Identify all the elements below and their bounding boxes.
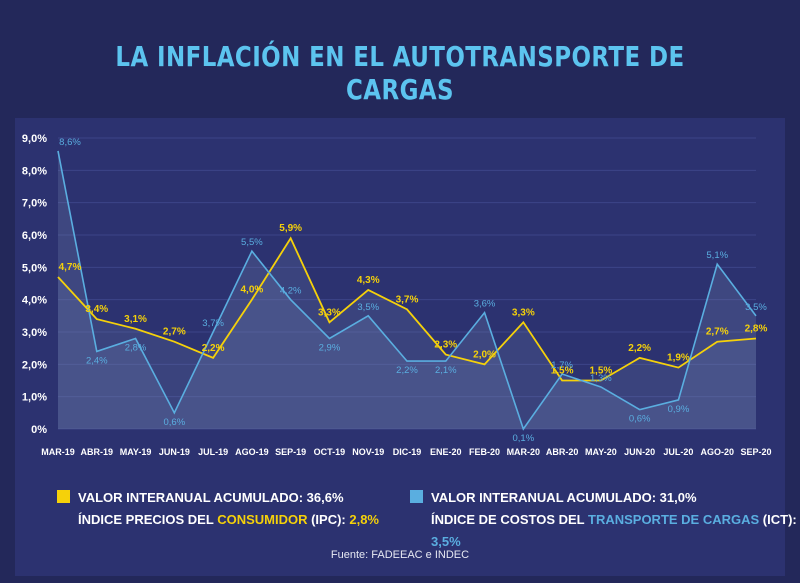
data-label-ict: 2,4%	[86, 355, 108, 366]
gridlines	[58, 137, 756, 430]
x-tick-label: OCT-19	[314, 447, 346, 457]
data-label-ict: 2,1%	[435, 365, 457, 376]
x-tick-label: MAR-20	[507, 447, 541, 457]
x-tick-label: MAY-19	[120, 447, 152, 457]
source-note: Fuente: FADEEAC e INDEC	[330, 549, 470, 561]
y-tick-label: 4,0%	[22, 295, 47, 307]
data-label-ict: 8,6%	[59, 137, 81, 148]
data-label-ict: 3,6%	[474, 299, 496, 310]
x-tick-label: MAR-19	[41, 447, 75, 457]
y-tick-label: 6,0%	[22, 230, 47, 242]
legend-ict-prefix: ÍNDICE DE COSTOS DEL	[431, 512, 588, 527]
legend-ipc-line1: VALOR INTERANUAL ACUMULADO: 36,6%	[78, 490, 344, 505]
chart-panel	[15, 118, 785, 576]
data-label-ict: 2,8%	[125, 342, 147, 353]
x-tick-label: AGO-20	[700, 447, 734, 457]
series-lines	[57, 150, 757, 431]
data-label-ipc: 2,7%	[163, 327, 186, 338]
legend-ict-line1: VALOR INTERANUAL ACUMULADO: 31,0%	[431, 490, 697, 505]
data-label-ipc: 2,8%	[745, 323, 768, 334]
data-label-ipc: 3,1%	[124, 314, 147, 325]
data-label-ict: 3,7%	[202, 318, 224, 329]
series-areas	[58, 150, 756, 429]
y-tick-label: 3,0%	[22, 327, 47, 339]
data-label-ict: 3,5%	[745, 302, 767, 313]
line-ipc	[57, 236, 757, 382]
legend-ict-value: 3,5%	[431, 534, 461, 549]
legend-ipc: VALOR INTERANUAL ACUMULADO: 36,6% ÍNDICE…	[57, 487, 379, 531]
data-label-ipc: 4,0%	[240, 285, 263, 296]
data-label-ict: 0,9%	[668, 404, 690, 415]
area-ict	[58, 150, 756, 429]
data-label-ict: 2,9%	[319, 342, 341, 353]
data-label-ipc: 3,3%	[512, 307, 535, 318]
data-labels: 4,7% 3,4% 3,1% 2,7% 2,2% 4,0% 5,9% 3,3% 4,3% 3,7%…	[59, 137, 768, 444]
legend-ict: VALOR INTERANUAL ACUMULADO: 31,0% ÍNDICE…	[410, 487, 800, 553]
x-tick-label: JUL-20	[663, 447, 693, 457]
y-tick-label: 2,0%	[22, 359, 47, 371]
legend-ipc-value: 2,8%	[349, 512, 379, 527]
x-tick-label: FEB-20	[469, 447, 500, 457]
legend-ict-swatch	[410, 490, 423, 503]
data-label-ipc: 5,9%	[279, 223, 302, 234]
data-label-ipc: 3,7%	[396, 294, 419, 305]
data-label-ict: 0,6%	[629, 414, 651, 425]
legend-ipc-highlight: CONSUMIDOR	[217, 512, 308, 527]
data-label-ipc: 3,4%	[85, 304, 108, 315]
x-tick-label: DIC-19	[393, 447, 422, 457]
data-label-ict: 4,2%	[280, 286, 302, 297]
x-tick-label: MAY-20	[585, 447, 617, 457]
x-tick-label: AGO-19	[235, 447, 269, 457]
y-tick-label: 0%	[31, 424, 47, 436]
data-label-ict: 1,3%	[590, 373, 612, 384]
legend-ict-highlight: TRANSPORTE DE CARGAS	[588, 512, 760, 527]
data-label-ipc: 4,7%	[59, 262, 82, 273]
data-label-ipc: 1,5%	[589, 366, 612, 377]
data-label-ipc: 2,2%	[628, 343, 651, 354]
data-label-ipc: 4,3%	[357, 275, 380, 286]
x-tick-label: ENE-20	[430, 447, 462, 457]
y-axis-tick-labels: 0% 1,0% 2,0% 3,0% 4,0% 5,0% 6,0% 7,0% 8,0% 9,0%	[22, 133, 47, 436]
x-tick-label: JUL-19	[198, 447, 228, 457]
legend-ipc-prefix: ÍNDICE PRECIOS DEL	[78, 512, 218, 527]
data-label-ict: 3,5%	[357, 302, 379, 313]
x-tick-label: SEP-19	[275, 447, 306, 457]
y-tick-label: 1,0%	[22, 392, 47, 404]
data-label-ipc: 3,3%	[318, 307, 341, 318]
data-label-ict: 5,5%	[241, 237, 263, 248]
x-tick-label: NOV-19	[352, 447, 384, 457]
x-tick-label: ABR-19	[81, 447, 114, 457]
x-tick-label: JUN-20	[624, 447, 655, 457]
legend-ipc-mid: (IPC):	[307, 512, 350, 527]
chart-title: LA INFLACIÓN EN EL AUTOTRANSPORTE DE CAR…	[115, 40, 685, 106]
x-axis-tick-labels: MAR-19 ABR-19 MAY-19 JUN-19 JUL-19 AGO-19 SEP-…	[41, 447, 771, 457]
data-label-ipc: 2,3%	[434, 340, 457, 351]
line-ict	[57, 150, 757, 431]
data-label-ipc: 2,0%	[473, 349, 496, 360]
legend-ict-mid: (ICT):	[759, 512, 797, 527]
x-tick-label: ABR-20	[546, 447, 579, 457]
y-tick-label: 5,0%	[22, 262, 47, 274]
x-tick-label: SEP-20	[740, 447, 771, 457]
data-label-ict: 0,1%	[513, 433, 535, 444]
data-label-ipc: 1,9%	[667, 353, 690, 364]
data-label-ipc: 2,7%	[706, 327, 729, 338]
data-label-ipc: 1,5%	[551, 366, 574, 377]
data-label-ict: 1,7%	[551, 360, 573, 371]
x-tick-label: JUN-19	[159, 447, 190, 457]
y-tick-label: 8,0%	[22, 165, 47, 177]
y-tick-label: 7,0%	[22, 198, 47, 210]
y-tick-label: 9,0%	[22, 133, 47, 145]
data-label-ict: 0,6%	[164, 417, 186, 428]
data-label-ict: 2,2%	[396, 365, 418, 376]
legend-ipc-swatch	[57, 490, 70, 503]
data-label-ict: 5,1%	[706, 250, 728, 261]
data-label-ipc: 2,2%	[202, 343, 225, 354]
